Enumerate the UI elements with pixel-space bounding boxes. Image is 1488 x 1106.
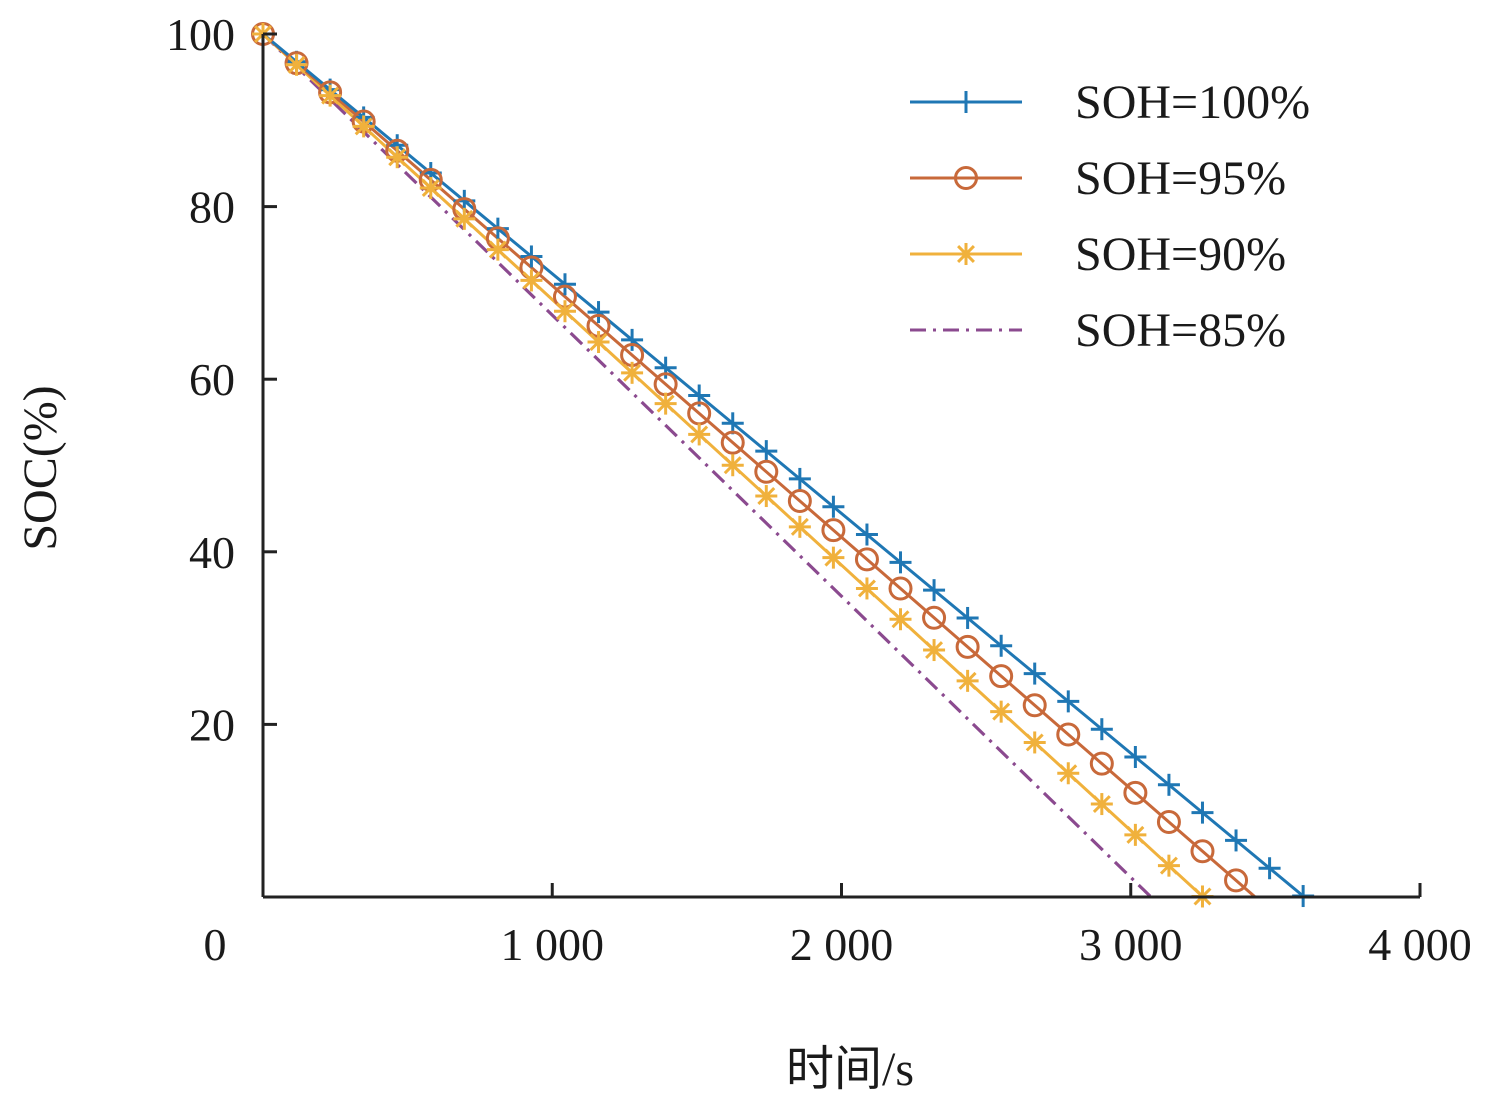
series-marker-0	[822, 495, 845, 518]
x-tick-label: 0	[204, 919, 227, 970]
series-marker-1	[955, 634, 980, 659]
series-marker-2	[755, 485, 778, 508]
series-marker-1	[1022, 693, 1047, 718]
series-line-3	[261, 32, 1153, 899]
series-marker-2	[822, 546, 845, 569]
legend-label: SOH=85%	[1075, 304, 1286, 357]
series-marker-1	[1123, 780, 1148, 805]
series-marker-1	[1056, 722, 1081, 747]
series-marker-0	[1023, 662, 1046, 685]
series-marker-1	[1089, 751, 1114, 776]
y-tick-label: 100	[166, 9, 235, 60]
series-marker-2	[1023, 731, 1046, 754]
legend-marker	[955, 243, 977, 265]
legend-item: SOH=90%	[910, 228, 1286, 281]
series-marker-2	[1124, 823, 1147, 846]
series-marker-0	[553, 273, 576, 296]
legend-marker	[955, 91, 977, 113]
series-marker-0	[621, 328, 644, 351]
series-marker-0	[1057, 690, 1080, 713]
series-marker-1	[754, 459, 779, 484]
series-marker-0	[1157, 773, 1180, 796]
x-tick-label: 1 000	[501, 919, 605, 970]
series-marker-0	[855, 523, 878, 546]
legend-item: SOH=95%	[910, 152, 1286, 205]
series-marker-1	[1224, 868, 1249, 893]
series-marker-0	[1124, 746, 1147, 769]
series-marker-1	[888, 576, 913, 601]
x-tick-label: 3 000	[1079, 919, 1183, 970]
series-marker-1	[1190, 839, 1215, 864]
series-marker-2	[688, 423, 711, 446]
series-marker-2	[1157, 854, 1180, 877]
tick-labels: 0 1 000 2 000 3 000 4 000 20 40 60 80 100	[166, 9, 1472, 970]
series-marker-2	[319, 84, 342, 107]
legend-marker	[954, 166, 978, 190]
legend-item: SOH=85%	[910, 304, 1286, 357]
series-marker-1	[821, 518, 846, 543]
series-marker-2	[923, 639, 946, 662]
series-marker-2	[386, 146, 409, 169]
axes	[261, 32, 1422, 899]
series-marker-2	[587, 331, 610, 354]
series-marker-2	[1057, 762, 1080, 785]
series-marker-0	[755, 440, 778, 463]
y-tick-label: 80	[189, 182, 235, 233]
series-marker-2	[889, 608, 912, 631]
series-marker-2	[654, 392, 677, 415]
series-marker-0	[1225, 829, 1248, 852]
plot-marker-layer	[251, 22, 1315, 908]
series-marker-2	[453, 207, 476, 230]
series-marker-2	[419, 177, 442, 200]
series-marker-2	[285, 53, 308, 76]
series-marker-1	[922, 605, 947, 630]
series-marker-0	[1090, 718, 1113, 741]
series-marker-2	[990, 700, 1013, 723]
y-tick-label: 40	[189, 527, 235, 578]
series-marker-0	[889, 551, 912, 574]
series-marker-2	[621, 361, 644, 384]
x-tick-label: 2 000	[790, 919, 894, 970]
series-marker-1	[720, 430, 745, 455]
series-marker-0	[990, 634, 1013, 657]
legend-label: SOH=100%	[1075, 76, 1310, 129]
series-marker-0	[1191, 801, 1214, 824]
series-line-0	[262, 32, 1306, 899]
series-marker-0	[923, 579, 946, 602]
series-marker-0	[788, 467, 811, 490]
series-marker-2	[486, 238, 509, 261]
x-axis-title: 时间/s	[786, 1043, 914, 1096]
series-marker-2	[553, 300, 576, 323]
series-marker-2	[956, 669, 979, 692]
series-marker-0	[1258, 857, 1281, 880]
series-marker-2	[788, 515, 811, 538]
series-marker-2	[855, 577, 878, 600]
series-marker-1	[854, 547, 879, 572]
y-tick-label: 60	[189, 354, 235, 405]
series-marker-2	[1090, 793, 1113, 816]
x-tick-label: 4 000	[1368, 919, 1472, 970]
legend: SOH=100% SOH=95% SOH=90% SOH=85%	[910, 76, 1310, 357]
y-tick-label: 20	[189, 699, 235, 750]
series-marker-1	[787, 488, 812, 513]
legend-label: SOH=95%	[1075, 152, 1286, 205]
legend-label: SOH=90%	[1075, 228, 1286, 281]
series-marker-1	[1156, 810, 1181, 835]
series-marker-2	[352, 115, 375, 138]
series-marker-2	[520, 269, 543, 292]
y-axis-title: SOC(%)	[14, 385, 67, 550]
series-marker-0	[587, 301, 610, 324]
legend-item: SOH=100%	[910, 76, 1310, 129]
series-marker-2	[721, 454, 744, 477]
series-marker-0	[956, 606, 979, 629]
series-marker-1	[989, 664, 1014, 689]
